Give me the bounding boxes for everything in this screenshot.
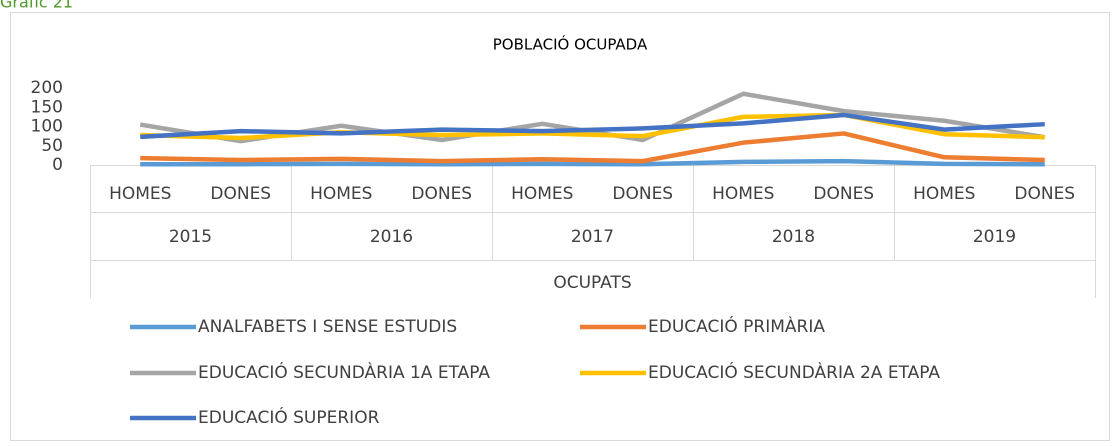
- legend-label: EDUCACIÓ SUPERIOR: [198, 406, 380, 428]
- x-tick-label: DONES: [411, 184, 472, 204]
- y-tick-label: 200: [31, 78, 63, 98]
- y-tick-label: 0: [52, 155, 63, 175]
- group-label: 2018: [772, 227, 815, 247]
- group-label: 2015: [169, 227, 212, 247]
- series-line: [140, 112, 1045, 141]
- x-tick-label: HOMES: [310, 184, 372, 204]
- y-tick-label: 100: [31, 117, 63, 137]
- chart-frame: [10, 12, 1110, 441]
- x-tick-label: HOMES: [712, 184, 774, 204]
- x-tick-label: HOMES: [511, 184, 573, 204]
- legend-label: ANALFABETS I SENSE ESTUDIS: [198, 317, 457, 337]
- series-line: [140, 131, 1045, 164]
- group-label: 2019: [973, 227, 1016, 247]
- group-label: 2016: [370, 227, 413, 247]
- legend-label: EDUCACIÓ SECUNDÀRIA 1A ETAPA: [198, 361, 490, 383]
- group-label: 2017: [571, 227, 614, 247]
- series-line: [140, 112, 1045, 140]
- x-tick-label: HOMES: [913, 184, 975, 204]
- x-tick-label: DONES: [612, 184, 673, 204]
- x-tick-label: DONES: [1014, 184, 1075, 204]
- y-tick-label: 50: [41, 136, 63, 156]
- y-tick-label: 150: [31, 97, 63, 117]
- legend-label: EDUCACIÓ PRIMÀRIA: [648, 315, 825, 337]
- legend-label: EDUCACIÓ SECUNDÀRIA 2A ETAPA: [648, 361, 940, 383]
- super-label: OCUPATS: [553, 273, 631, 293]
- series-line: [140, 158, 1045, 167]
- x-tick-label: HOMES: [109, 184, 171, 204]
- x-tick-label: DONES: [813, 184, 874, 204]
- caption: Gràfic 21: [0, 0, 73, 12]
- chart-title: POBLACIÓ OCUPADA: [493, 35, 648, 54]
- x-tick-label: DONES: [210, 184, 271, 204]
